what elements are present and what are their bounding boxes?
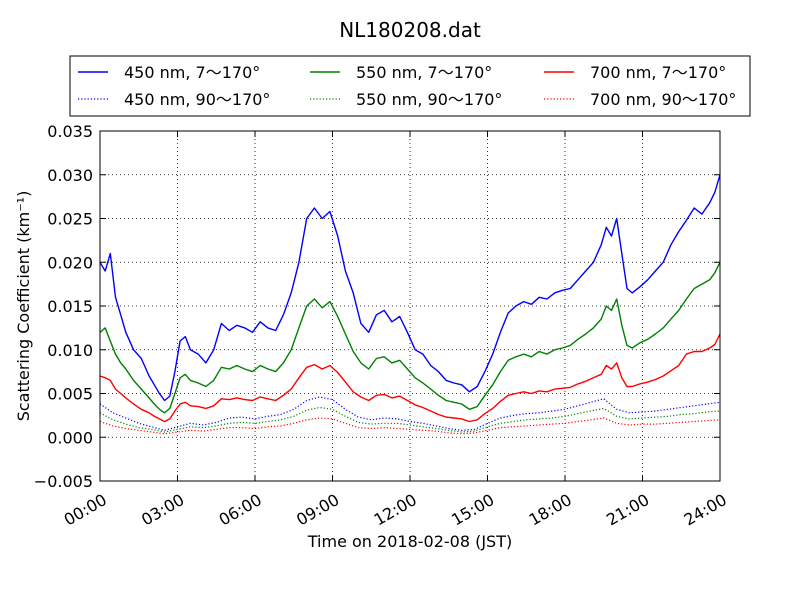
series-line-6 xyxy=(99,417,721,435)
tick-layer: −0.005 0.000 0.005 0.010 0.015 0.020 0.025 0.03… xyxy=(34,122,730,530)
legend-label: 700 nm, 90～170° xyxy=(590,90,736,109)
y-tick-label: 0.025 xyxy=(47,210,93,229)
y-axis-label: Scattering Coefficient (km⁻¹) xyxy=(14,191,33,422)
legend-label: 450 nm, 90～170° xyxy=(124,90,270,109)
series-line-2 xyxy=(99,261,721,414)
series-line-5 xyxy=(99,406,721,433)
legend-box xyxy=(69,55,751,117)
chart-title: NL180208.dat xyxy=(339,18,481,42)
legend-label: 550 nm, 90～170° xyxy=(356,90,502,109)
y-tick-label: 0.030 xyxy=(47,166,93,185)
legend-items: 450 nm, 7～170° 550 nm, 7～170° 700 nm, 7～17… xyxy=(78,63,736,109)
series-line-1 xyxy=(99,174,721,402)
series-line-4 xyxy=(99,396,721,431)
y-tick-label: 0.010 xyxy=(47,341,93,360)
legend: 450 nm, 7～170° 550 nm, 7～170° 700 nm, 7～17… xyxy=(69,55,751,117)
legend-label: 550 nm, 7～170° xyxy=(356,63,492,82)
x-axis-label: Time on 2018-02-08 (JST) xyxy=(307,532,512,551)
y-tick-label: 0.005 xyxy=(47,385,93,404)
y-tick-label: −0.005 xyxy=(34,472,93,491)
series-layer xyxy=(99,174,721,435)
y-tick-label: 0.035 xyxy=(47,122,93,141)
y-tick-label: 0.015 xyxy=(47,297,93,316)
y-tick-label: 0.000 xyxy=(47,428,93,447)
legend-label: 450 nm, 7～170° xyxy=(124,63,260,82)
series-line-3 xyxy=(99,333,721,423)
y-tick-label: 0.020 xyxy=(47,253,93,272)
legend-label: 700 nm, 7～170° xyxy=(590,63,726,82)
